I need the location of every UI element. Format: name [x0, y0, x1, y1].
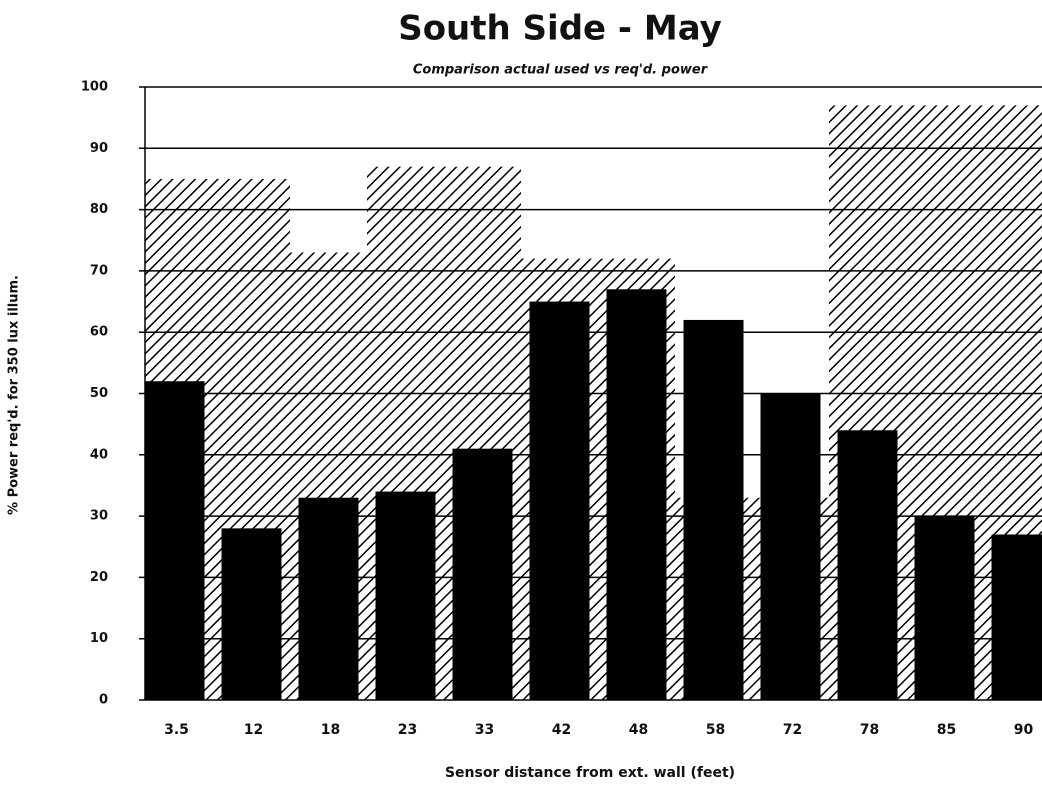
chart-title: South Side - May — [398, 9, 722, 49]
x-axis-title: Sensor distance from ext. wall (feet) — [445, 765, 735, 781]
bar — [452, 448, 513, 700]
x-tick-label: 85 — [937, 722, 956, 738]
y-tick-label: 30 — [90, 509, 108, 524]
x-tick-label: 33 — [475, 722, 494, 738]
bar — [298, 497, 359, 700]
y-tick-label: 20 — [90, 570, 108, 585]
y-tick-label: 60 — [90, 325, 108, 340]
bar — [221, 528, 282, 700]
bar — [914, 516, 975, 700]
y-tick-label: 100 — [81, 80, 108, 95]
x-tick-label: 18 — [321, 722, 340, 738]
bar — [375, 491, 436, 700]
bar — [529, 301, 590, 700]
y-tick-label: 90 — [90, 141, 108, 156]
x-tick-label: 78 — [860, 722, 879, 738]
chart-subtitle: Comparison actual used vs req'd. power — [413, 63, 709, 78]
bar — [683, 319, 744, 700]
bar — [606, 289, 667, 700]
bar — [144, 381, 205, 700]
x-tick-label: 12 — [244, 722, 263, 738]
x-tick-label: 48 — [629, 722, 648, 738]
y-tick-label: 0 — [99, 693, 108, 708]
x-tick-label: 42 — [552, 722, 571, 738]
y-tick-label: 70 — [90, 263, 108, 278]
y-tick-label: 50 — [90, 386, 108, 401]
x-tick-label: 58 — [706, 722, 725, 738]
bar — [991, 534, 1042, 700]
x-tick-label: 90 — [1014, 722, 1034, 738]
bar — [837, 430, 898, 700]
y-tick-label: 10 — [90, 631, 108, 646]
x-tick-label: 72 — [783, 722, 802, 738]
y-tick-label: 80 — [90, 202, 108, 217]
x-tick-label: 23 — [398, 722, 417, 738]
bar — [760, 393, 821, 700]
x-tick-label: 3.5 — [164, 722, 189, 738]
y-axis-title: % Power req'd. for 350 lux illum. — [7, 275, 22, 515]
y-tick-label: 40 — [90, 447, 108, 462]
